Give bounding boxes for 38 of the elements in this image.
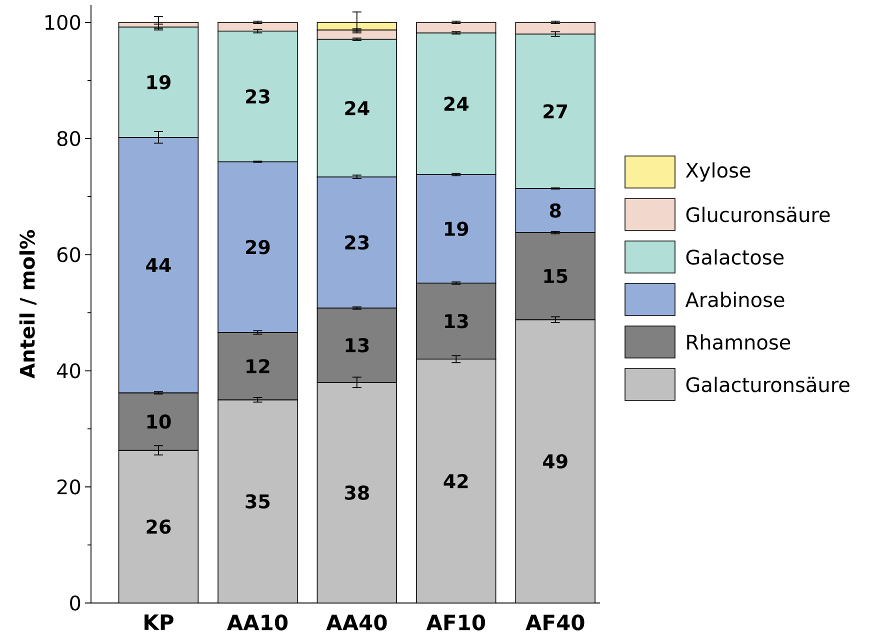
data-label: 12 <box>246 359 270 374</box>
y-tick-label: 80 <box>57 130 80 146</box>
x-tick-label: KP <box>144 614 174 630</box>
data-label: 44 <box>146 258 171 272</box>
data-label: 23 <box>345 235 369 250</box>
data-label: 15 <box>544 269 568 284</box>
legend-label: Glucuronsäure <box>686 206 830 222</box>
data-label: 13 <box>445 314 468 328</box>
y-tick-label: 20 <box>57 479 80 494</box>
y-tick-label: 60 <box>57 247 80 262</box>
legend-label: Xylose <box>686 162 750 182</box>
data-label: 24 <box>345 101 370 116</box>
y-tick-label: 40 <box>56 363 80 378</box>
data-label: 23 <box>246 89 270 104</box>
data-label: 24 <box>444 96 468 111</box>
data-label: 10 <box>147 414 171 429</box>
legend-label: Galacturonsäure <box>686 376 850 392</box>
data-label: 49 <box>542 454 568 469</box>
y-axis-title: Anteil / mol% <box>19 230 36 379</box>
y-tick-label: 0 <box>70 595 80 611</box>
data-label: 29 <box>246 240 270 254</box>
legend-label: Rhamnose <box>687 334 790 350</box>
data-label: 8 <box>550 203 561 218</box>
y-tick-label: 100 <box>45 14 80 30</box>
data-label: 19 <box>445 222 468 236</box>
data-label: 35 <box>246 494 270 509</box>
x-tick-label: AF10 <box>426 614 486 630</box>
data-label: 27 <box>544 104 568 118</box>
legend-label: Arabinose <box>685 292 784 308</box>
x-tick-label: AA40 <box>326 614 387 630</box>
data-label: 13 <box>346 338 369 352</box>
data-label: 38 <box>344 486 369 500</box>
x-tick-label: AA10 <box>226 614 288 630</box>
data-label: 19 <box>147 75 170 90</box>
data-label: 42 <box>444 474 468 488</box>
legend-label: Galactose <box>686 249 784 265</box>
x-tick-label: AF40 <box>526 614 584 630</box>
data-label: 26 <box>146 519 171 534</box>
